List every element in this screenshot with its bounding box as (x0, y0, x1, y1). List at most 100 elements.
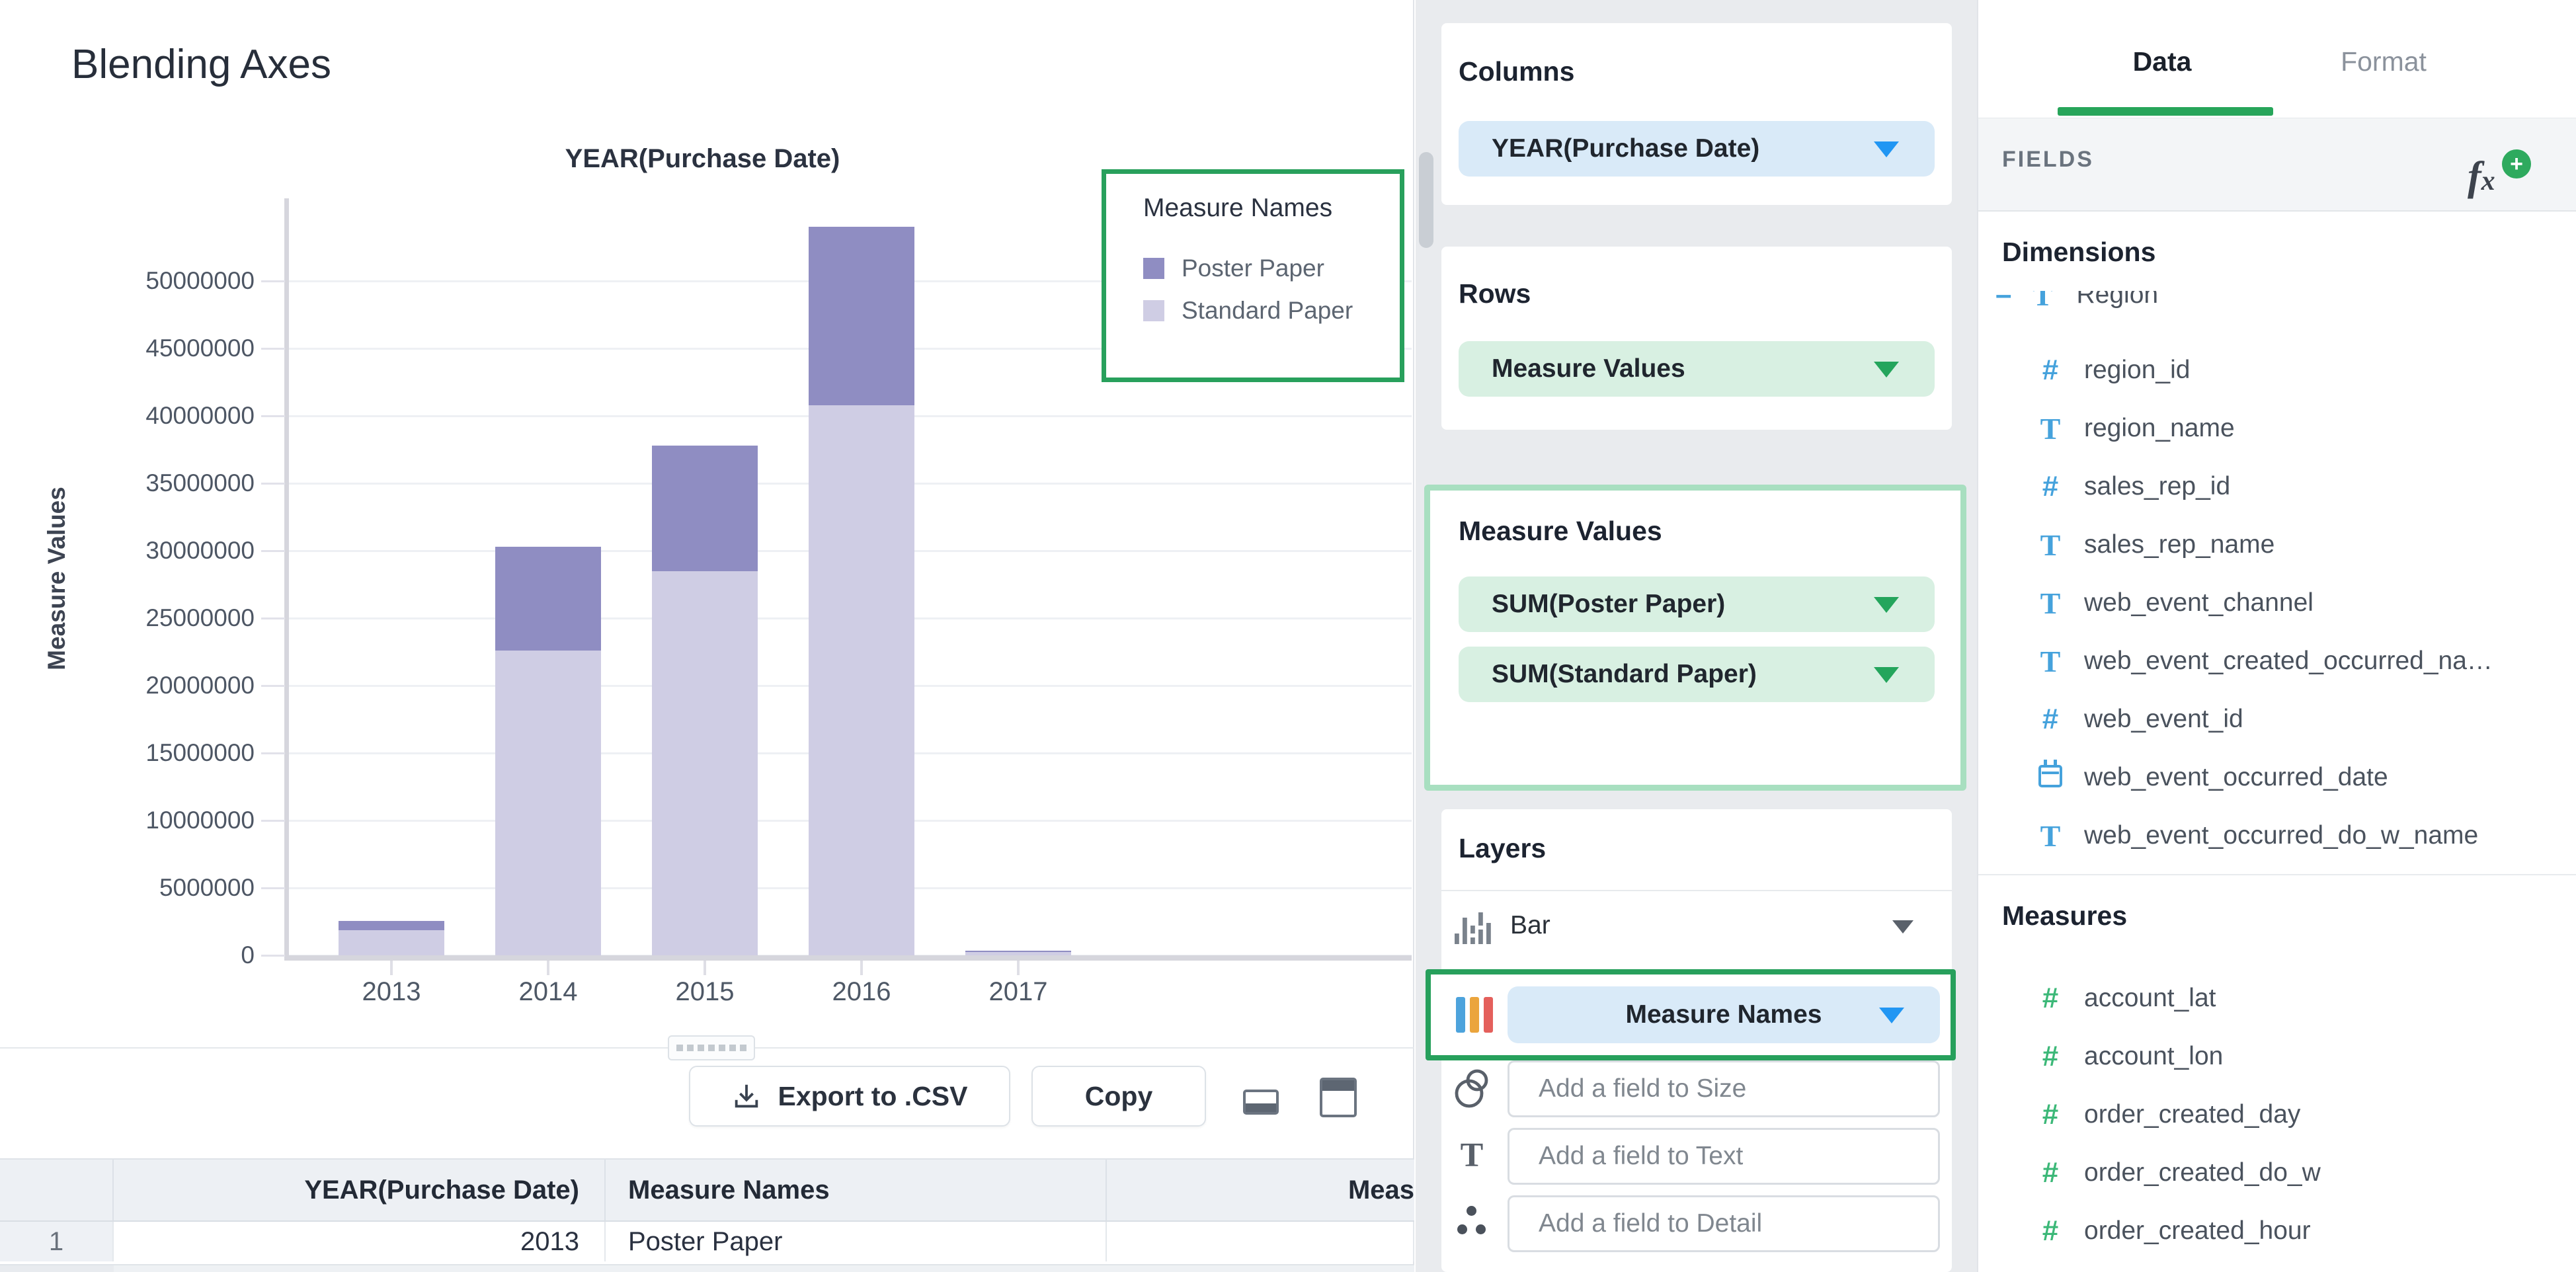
chart-legend: Measure Names Poster Paper Standard Paper (1102, 169, 1404, 382)
bar-segment-poster-paper-2013[interactable] (339, 920, 444, 931)
y-tick-label: 50000000 (145, 267, 255, 294)
text-field-icon: T (2040, 644, 2061, 678)
bar-segment-standard-paper-2013[interactable] (339, 930, 444, 955)
table-next-row-sliver (0, 1264, 1414, 1272)
detail-field-input[interactable] (1508, 1195, 1940, 1252)
chart-x-axis-title: YEAR(Purchase Date) (565, 144, 840, 173)
text-field-icon: T (2033, 291, 2053, 312)
dimensions-heading: Dimensions (2002, 237, 2156, 267)
field-item-region-id[interactable]: # region_id (1978, 341, 2576, 399)
dimension-region-clipped[interactable]: – T Region (1978, 291, 2576, 323)
row-measure-name: Poster Paper (606, 1222, 1107, 1261)
x-tick-label: 2014 (518, 977, 578, 1006)
y-tick (261, 415, 285, 417)
field-item-order-created-hour[interactable]: # order_created_hour (1978, 1202, 2576, 1260)
y-tick (261, 550, 285, 552)
chevron-down-icon[interactable] (1892, 920, 1913, 934)
rows-shelf-title: Rows (1459, 278, 1531, 309)
y-tick (261, 820, 285, 822)
chevron-down-icon[interactable] (1874, 141, 1899, 157)
color-pill-measure-names[interactable]: Measure Names (1508, 986, 1940, 1043)
x-tick-label: 2016 (832, 977, 891, 1006)
row-measure-value (1107, 1222, 1414, 1261)
y-tick (261, 752, 285, 754)
dock-bottom-icon[interactable] (1243, 1090, 1279, 1115)
measure-values-pill-sum-poster-paper[interactable]: SUM(Poster Paper) (1459, 576, 1935, 632)
chevron-down-icon[interactable] (1879, 1008, 1904, 1023)
y-tick (261, 483, 285, 485)
field-label: web_event_id (2084, 705, 2243, 733)
chevron-down-icon[interactable] (1874, 667, 1899, 683)
legend-swatch[interactable] (1143, 258, 1164, 279)
tab-data[interactable]: Data (2132, 46, 2192, 77)
plus-badge-icon: + (2502, 149, 2531, 179)
text-field-icon: T (2040, 818, 2061, 853)
data-sidebar (1977, 0, 2576, 1272)
y-tick-label: 35000000 (145, 469, 255, 497)
number-field-icon: # (2042, 354, 2059, 386)
field-item-account-lat[interactable]: # account_lat (1978, 969, 2576, 1027)
columns-shelf: Columns YEAR(Purchase Date) (1441, 23, 1952, 205)
text-field-icon: T (2040, 586, 2061, 620)
add-calculated-field-button[interactable]: fx + (2468, 149, 2540, 213)
color-shelf-icon (1456, 997, 1493, 1033)
bar-segment-poster-paper-2016[interactable] (809, 227, 914, 405)
legend-item[interactable]: Standard Paper (1143, 297, 1400, 325)
columns-pill-year-purchase-date[interactable]: YEAR(Purchase Date) (1459, 121, 1935, 177)
field-label: region_id (2084, 356, 2191, 384)
field-item-order-created-do-w[interactable]: # order_created_do_w (1978, 1144, 2576, 1202)
layer-type-label[interactable]: Bar (1510, 911, 1550, 939)
y-tick-label: 15000000 (145, 739, 255, 766)
size-field-input[interactable] (1508, 1060, 1940, 1117)
y-tick (261, 887, 285, 889)
page-title: Blending Axes (71, 42, 331, 87)
legend-swatch[interactable] (1143, 300, 1164, 321)
chevron-down-icon[interactable] (1874, 597, 1899, 613)
copy-button[interactable]: Copy (1031, 1066, 1206, 1127)
bar-segment-standard-paper-2016[interactable] (809, 405, 914, 955)
field-item-account-lon[interactable]: # account_lon (1978, 1027, 2576, 1086)
legend-item[interactable]: Poster Paper (1143, 255, 1400, 282)
bar-segment-standard-paper-2017[interactable] (965, 951, 1071, 955)
tab-format[interactable]: Format (2341, 46, 2427, 77)
table-header-measure-names: Measure Names (606, 1160, 1107, 1220)
y-tick-label: 5000000 (159, 874, 255, 901)
measure-values-title: Measure Values (1459, 516, 1662, 546)
x-tick-label: 2015 (675, 977, 735, 1006)
measure-values-pill-sum-standard-paper[interactable]: SUM(Standard Paper) (1459, 647, 1935, 702)
fields-divider (1978, 874, 2576, 875)
y-tick-label: 10000000 (145, 807, 255, 834)
collapse-minus-icon[interactable]: – (1995, 291, 2012, 311)
field-item-sales-rep-id[interactable]: # sales_rep_id (1978, 457, 2576, 516)
bar-segment-standard-paper-2015[interactable] (652, 571, 758, 955)
text-field-input[interactable] (1508, 1128, 1940, 1185)
rows-pill-measure-values[interactable]: Measure Values (1459, 341, 1935, 397)
y-tick (261, 617, 285, 619)
field-item-web-event-id[interactable]: # web_event_id (1978, 690, 2576, 748)
field-item-web-event-occurred-date[interactable]: web_event_occurred_date (1978, 748, 2576, 807)
results-table: YEAR(Purchase Date) Measure Names Meas 1… (0, 1158, 1414, 1261)
chevron-down-icon[interactable] (1874, 362, 1899, 378)
bar-segment-poster-paper-2014[interactable] (495, 546, 601, 651)
field-label: web_event_occurred_date (2084, 763, 2388, 791)
field-label: sales_rep_name (2084, 530, 2275, 559)
bar-segment-standard-paper-2014[interactable] (495, 650, 601, 955)
export-csv-button[interactable]: Export to .CSV (689, 1066, 1010, 1127)
measures-heading: Measures (2002, 900, 2128, 931)
canvas-scrollbar-thumb[interactable] (1419, 152, 1433, 248)
splitter-drag-handle[interactable] (668, 1035, 755, 1060)
bar-segment-poster-paper-2015[interactable] (652, 445, 758, 571)
field-item-region[interactable]: – T Region (1978, 291, 2576, 323)
field-label: account_lon (2084, 1042, 2224, 1070)
text-field-icon: T (2040, 528, 2061, 562)
fields-header-band (1978, 118, 2576, 212)
field-item-order-created-day[interactable]: # order_created_day (1978, 1086, 2576, 1144)
field-label: sales_rep_id (2084, 472, 2231, 500)
dock-top-icon[interactable] (1320, 1078, 1357, 1117)
